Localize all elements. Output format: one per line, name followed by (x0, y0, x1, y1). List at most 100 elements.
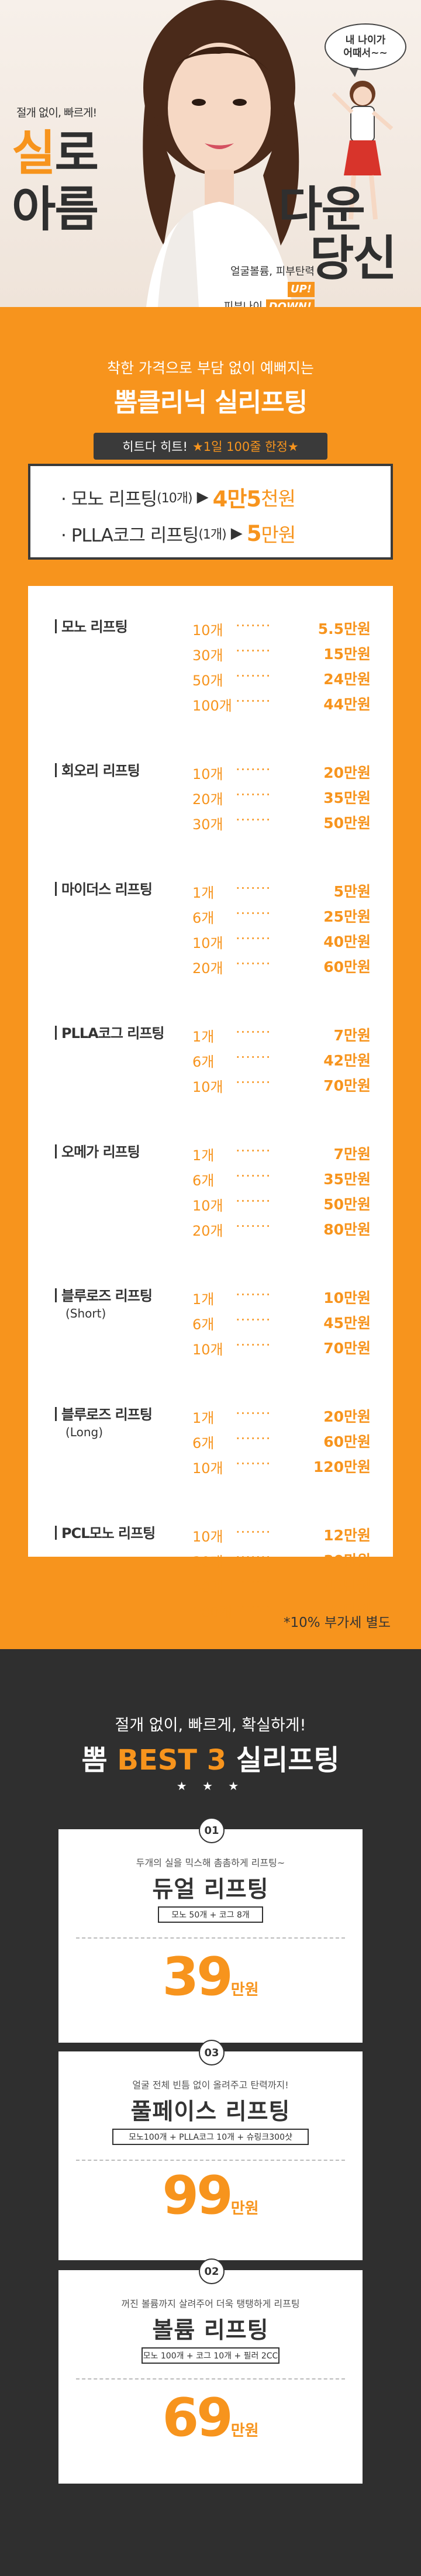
promo-price-value: 4만5 (212, 487, 262, 512)
leader-dots: ······· (236, 1168, 271, 1184)
price-value: 35만원 (323, 789, 371, 806)
card-price: 69만원 (58, 2387, 363, 2449)
price-value: 20만원 (323, 1408, 371, 1425)
best-card: 01 두개의 실을 믹스해 촘촘하게 리프팅~ 듀얼 리프팅 모노 50개 + 코그 … (58, 1818, 363, 2043)
cartoon-girl-illustration (332, 81, 394, 220)
price-row: 1개 ······· 10만원 (28, 1284, 393, 1309)
divider-bar (55, 1407, 57, 1421)
card-items: 모노 50개 + 코그 8개 (158, 1906, 263, 1923)
leader-dots: ······· (236, 905, 271, 922)
price-group-title: 블루로즈 리프팅 (61, 1406, 153, 1423)
hero-desc-2: 피부나이 (223, 301, 263, 307)
price-value: 60만원 (323, 958, 371, 975)
promo-name: · 모노 리프팅 (61, 488, 157, 510)
card-price-value: 99 (162, 2165, 233, 2226)
price-row: 30개 ······· 15만원 (28, 640, 393, 665)
price-value: 5만원 (333, 883, 371, 900)
price-group-title: 회오리 리프팅 (61, 763, 140, 779)
price-row: 6개 ······· 45만원 (28, 1309, 393, 1334)
price-group-name: PCL모노 리프팅 (55, 1522, 156, 1542)
price-row: 10개 ······· 70만원 (28, 1334, 393, 1360)
card-price-value: 39 (162, 1946, 233, 2008)
leader-dots: ······· (236, 1574, 271, 1591)
card-items: 모노 100개 + 코그 10개 + 필러 2CC (142, 2347, 279, 2364)
leader-dots: ······· (236, 880, 271, 896)
price-row: 20개 ······· 35만원 (28, 784, 393, 809)
price-value: 50만원 (323, 1196, 371, 1213)
price-row: 1개 ······· 7만원 (28, 1140, 393, 1165)
price-value: 70만원 (323, 1602, 371, 1619)
card-items: 모노100개 + PLLA코그 10개 + 슈링크300샷 (112, 2129, 309, 2145)
price-row: 100개 ······· 70만원 (28, 1597, 393, 1622)
price-row: 30개 ······· 50만원 (28, 809, 393, 834)
price-value: 7만원 (333, 1146, 371, 1163)
leader-dots: ······· (236, 787, 271, 803)
divider-bar (55, 882, 57, 896)
card-price: 99만원 (58, 2165, 363, 2226)
price-qty: 20개 (192, 1223, 223, 1239)
leader-dots: ······· (236, 761, 271, 778)
price-group-name: 회오리 리프팅 (55, 759, 140, 780)
price-value: 15만원 (323, 646, 371, 663)
hero-desc-2-highlight: DOWN! (265, 299, 315, 307)
card-title: 볼륨 리프팅 (152, 2318, 269, 2344)
price-table: 모노 리프팅 10개 ······· 5.5만원 30개 ······· 15만원 50개 ··… (28, 586, 393, 1620)
price-group: 블루로즈 리프팅 (Long) 1개 ······· 20만원 6개 ······· 60만원… (28, 1403, 393, 1478)
speech-bubble-text: 내 나이가 어때서~~ (343, 35, 388, 59)
price-row: 50개 ······· 24만원 (28, 665, 393, 691)
promo-row: · PLLA코그 리프팅 (1개) ▶ 5 만원 (61, 515, 391, 551)
card-price-unit: 만원 (230, 1981, 259, 1999)
price-value: 12만원 (323, 1527, 371, 1544)
hero-banner: 내 나이가 어때서~~ 절개 없이, 빠르게! 실로 아름 다운 당신 얼굴볼륨… (0, 0, 421, 307)
card-divider (76, 1937, 345, 1939)
price-qty: 10개 (192, 935, 223, 951)
card-price: 39만원 (58, 1946, 363, 2008)
price-intro: 착한 가격으로 부담 없이 예뻐지는 (107, 360, 314, 377)
price-row: 10개 ······· 120만원 (28, 1453, 393, 1478)
price-group: 오메가 리프팅 1개 ······· 7만원 6개 ······· 35만원 10개 ·····… (28, 1140, 393, 1241)
leader-dots: ······· (236, 1074, 271, 1091)
price-qty: 50개 (192, 1579, 223, 1595)
price-group-title: 오메가 리프팅 (61, 1144, 140, 1160)
card-subtitle: 얼굴 전체 빈틈 없이 올려주고 탄력까지! (132, 2080, 289, 2091)
price-value: 120만원 (313, 1458, 371, 1475)
price-group: 블루로즈 리프팅 (Short) 1개 ······· 10만원 6개 ······· 45만… (28, 1284, 393, 1360)
leader-dots: ······· (236, 1312, 271, 1328)
price-qty: 10개 (192, 766, 223, 782)
price-value: 44만원 (323, 696, 371, 713)
card-number-badge: 01 (199, 1818, 225, 1843)
hero-headline-2: 아름 (12, 182, 99, 237)
price-qty: 30개 (192, 647, 223, 664)
card-subtitle: 꺼진 볼륨까지 살려주어 더욱 탱탱하게 리프팅 (121, 2298, 300, 2309)
price-group: 마이더스 리프팅 1개 ······· 5만원 6개 ······· 25만원 10개 ····… (28, 878, 393, 978)
promo-name: · PLLA코그 리프팅 (61, 525, 199, 546)
card-divider (76, 2378, 345, 2380)
price-section: 착한 가격으로 부담 없이 예뻐지는 뽐클리닉 실리프팅 히트다 히트! ★1일… (0, 307, 421, 1649)
hero-desc-1-highlight: UP! (287, 282, 315, 297)
speech-bubble: 내 나이가 어때서~~ (325, 23, 406, 77)
hero-description: 얼굴볼륨, 피부탄력 UP! 피부나이 DOWN! (209, 263, 315, 307)
price-qty: 1개 (192, 1291, 215, 1308)
star-icons: ★ ★ ★ (176, 1779, 245, 1793)
promo-unit: (10개) (157, 491, 192, 506)
vat-note: *10% 부가세 별도 (283, 1615, 391, 1630)
card-price-unit: 만원 (230, 2422, 259, 2440)
hit-banner: 히트다 히트! ★1일 100줄 한정★ (94, 433, 327, 460)
price-value: 45만원 (323, 1315, 371, 1332)
hero-headline-1: 실로 (12, 130, 99, 178)
leader-dots: ······· (236, 1599, 271, 1616)
price-value: 5.5만원 (318, 620, 371, 637)
price-row: 6개 ······· 35만원 (28, 1165, 393, 1191)
leader-dots: ······· (236, 930, 271, 947)
price-group-title: PLLA코그 리프팅 (61, 1025, 165, 1042)
price-row: 10개 ······· 70만원 (28, 1072, 393, 1097)
price-row: 50개 ······· 40만원 (28, 1572, 393, 1597)
divider-bar (55, 1144, 57, 1158)
price-row: 10개 ······· 20만원 (28, 759, 393, 784)
best3-section: 절개 없이, 빠르게, 확실하게! 뽐 BEST 3 실리프팅 ★ ★ ★ 01… (0, 1649, 421, 2576)
price-group: 회오리 리프팅 10개 ······· 20만원 20개 ······· 35만원 30개 ··… (28, 759, 393, 834)
best-title-1: 뽐 (81, 1744, 108, 1777)
card-price-value: 69 (162, 2387, 233, 2449)
price-value: 50만원 (323, 815, 371, 832)
leader-dots: ······· (236, 693, 271, 709)
